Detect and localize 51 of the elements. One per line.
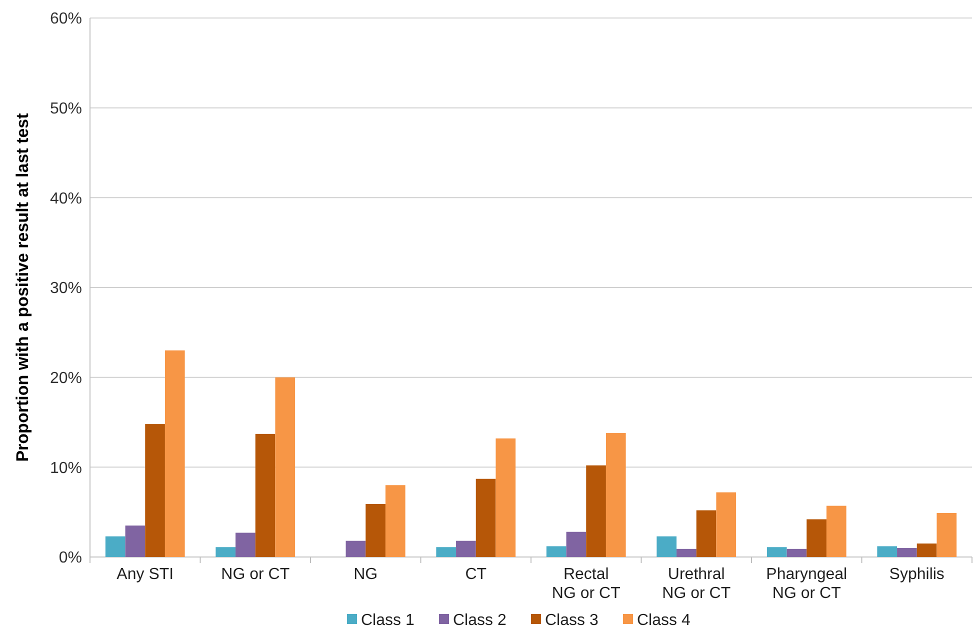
y-tick-label: 50% [50, 100, 82, 118]
bar [826, 506, 846, 557]
bar [606, 433, 626, 557]
x-tick-label: Any STI [116, 566, 174, 583]
bar [456, 540, 476, 557]
x-tick-label: Rectal NG or CT [552, 566, 621, 602]
bar [346, 540, 366, 557]
x-tick-label: Pharyngeal NG or CT [766, 566, 848, 602]
x-tick-label: NG [354, 566, 378, 583]
x-tick-label: CT [465, 566, 487, 583]
bar [366, 504, 386, 557]
bar [897, 548, 917, 557]
bar [806, 519, 826, 557]
y-tick-label: 30% [50, 280, 82, 298]
legend-label: Class 1 [361, 612, 414, 629]
y-tick-label: 0% [58, 550, 82, 567]
bar [696, 510, 716, 557]
bar [145, 424, 165, 557]
bar [766, 547, 787, 557]
bar [436, 547, 456, 557]
bar [566, 532, 586, 557]
bar [546, 546, 566, 557]
bar [716, 492, 736, 557]
bar [216, 547, 236, 557]
bar [476, 478, 496, 557]
y-tick-label: 40% [50, 190, 82, 208]
x-tick-label: Urethral NG or CT [662, 566, 731, 602]
bar [385, 485, 406, 557]
x-tick-label: Syphilis [889, 566, 944, 583]
bar [676, 548, 696, 557]
legend-label: Class 2 [453, 612, 506, 629]
y-tick-label: 20% [50, 370, 82, 387]
bar [105, 536, 126, 557]
bar [656, 536, 677, 557]
legend-label: Class 3 [545, 612, 598, 629]
bar [786, 548, 807, 557]
bar [936, 512, 957, 557]
bar [164, 350, 185, 557]
bar [586, 465, 606, 557]
bar [236, 532, 256, 557]
y-axis-title: Proportion with a positive result at last test [13, 112, 32, 462]
bar [255, 434, 276, 557]
x-tick-label: NG or CT [221, 566, 290, 583]
bar [496, 438, 516, 557]
y-tick-label: 60% [50, 10, 82, 28]
y-tick-label: 10% [50, 460, 82, 477]
bar [877, 546, 898, 557]
bar [125, 526, 146, 557]
legend-label: Class 4 [637, 612, 690, 629]
bar [275, 377, 296, 557]
bar [916, 544, 937, 557]
